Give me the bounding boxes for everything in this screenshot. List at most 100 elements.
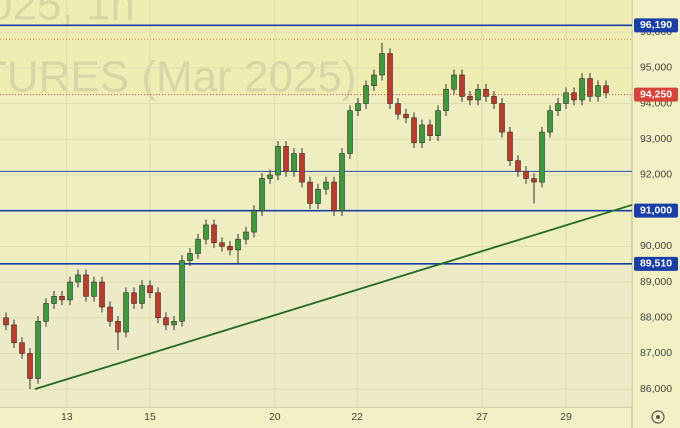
candle-body xyxy=(315,188,321,204)
candle-body xyxy=(131,292,137,304)
candle-body xyxy=(587,78,593,97)
y-tick-label: 88,000 xyxy=(640,312,672,324)
candle-body xyxy=(571,92,577,101)
x-tick-label: 29 xyxy=(560,411,572,423)
last-price-label: 94,250 xyxy=(640,88,672,100)
y-tick-label: 89,000 xyxy=(640,276,672,288)
candle-body xyxy=(579,78,585,101)
watermark: TURES (Mar 2025) xyxy=(0,53,357,102)
candle-body xyxy=(555,103,561,111)
x-tick-label: 22 xyxy=(351,411,363,423)
candle-body xyxy=(59,296,65,301)
level-label: 89,510 xyxy=(640,258,672,270)
candle-body xyxy=(187,253,193,261)
candle-body xyxy=(539,131,545,183)
candle-body xyxy=(179,260,185,322)
candle-body xyxy=(123,292,129,333)
candle-body xyxy=(147,285,153,294)
time-axis xyxy=(0,407,632,428)
candle-body xyxy=(139,285,145,304)
candle-body xyxy=(83,274,89,297)
candle-body xyxy=(363,85,369,104)
candle-body xyxy=(443,88,449,111)
candle-body xyxy=(267,174,273,179)
candle-body xyxy=(411,117,417,144)
y-tick-label: 90,000 xyxy=(640,240,672,252)
y-tick-label: 95,000 xyxy=(640,62,672,74)
candle-body xyxy=(403,113,409,119)
candle-body xyxy=(331,181,337,211)
last-price-label-bg xyxy=(634,87,678,102)
candle-body xyxy=(67,281,73,301)
candle-body xyxy=(3,317,9,326)
y-tick-label: 86,000 xyxy=(640,383,672,395)
zone xyxy=(0,263,632,407)
candle-body xyxy=(299,153,305,183)
x-tick-label: 15 xyxy=(144,411,156,423)
y-tick-label: 87,000 xyxy=(640,347,672,359)
candle-body xyxy=(27,353,33,379)
candle-body xyxy=(531,178,537,183)
candle-body xyxy=(395,103,401,115)
trendline xyxy=(34,204,633,391)
level-label-bg xyxy=(634,203,678,218)
level-label-bg xyxy=(634,256,678,271)
candle-body xyxy=(243,231,249,240)
candle-body xyxy=(11,324,17,344)
zone xyxy=(0,0,632,95)
candle-body xyxy=(307,181,313,204)
candle-body xyxy=(491,96,497,104)
candle-body xyxy=(347,110,353,154)
candle-body xyxy=(35,321,41,379)
candle-body xyxy=(379,53,385,76)
x-tick-label: 20 xyxy=(269,411,281,423)
candle-body xyxy=(427,124,433,136)
candle-body xyxy=(251,210,257,233)
candle-body xyxy=(43,303,49,322)
grid-layer xyxy=(0,0,632,407)
candle-body xyxy=(235,238,241,251)
level-label-bg xyxy=(634,18,678,33)
candle-body xyxy=(211,224,217,244)
settings-icon[interactable] xyxy=(651,410,665,424)
candle-body xyxy=(91,281,97,297)
candle-body xyxy=(451,74,457,90)
candle-body xyxy=(171,321,177,326)
candle-body xyxy=(339,153,345,211)
candle-body xyxy=(275,146,281,176)
settings-button[interactable] xyxy=(651,410,665,424)
candle-body xyxy=(435,110,441,136)
candle-body xyxy=(115,321,121,333)
candle-body xyxy=(507,131,513,161)
candle-body xyxy=(603,85,609,94)
candle-body xyxy=(459,74,465,97)
candle-body xyxy=(203,224,209,240)
candle-body xyxy=(475,88,481,101)
candle-body xyxy=(483,88,489,97)
y-tick-label: 93,000 xyxy=(640,133,672,145)
candle-body xyxy=(163,317,169,326)
candle-body xyxy=(155,292,161,319)
candle-body xyxy=(227,246,233,251)
candle-body xyxy=(259,178,265,211)
candle-body xyxy=(323,181,329,190)
x-tick-label: 27 xyxy=(476,411,488,423)
candle-body xyxy=(219,242,225,247)
candle-body xyxy=(99,281,105,308)
candle-body xyxy=(51,296,57,304)
candle-body xyxy=(371,74,377,86)
x-tick-label: 13 xyxy=(61,411,73,423)
candle-body xyxy=(283,146,289,172)
candle-body xyxy=(595,85,601,97)
y-tick-label: 92,000 xyxy=(640,169,672,181)
settings-icon-center[interactable] xyxy=(656,415,660,419)
candle-body xyxy=(19,342,25,354)
level-label: 91,000 xyxy=(640,204,672,216)
candle-body xyxy=(107,306,113,322)
candle-body xyxy=(523,171,529,179)
candle-body xyxy=(547,110,553,133)
candle-body xyxy=(515,160,521,172)
bands-layer xyxy=(0,0,632,407)
marks-layer xyxy=(3,42,609,390)
